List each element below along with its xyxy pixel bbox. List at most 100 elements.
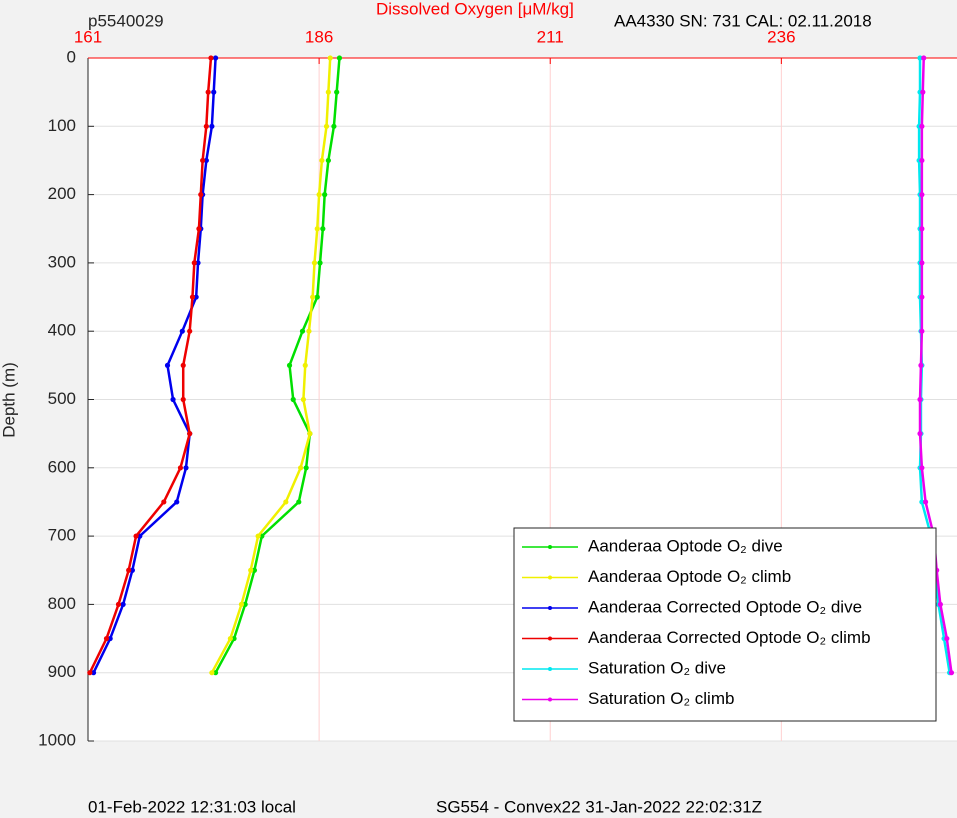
data-point bbox=[191, 260, 197, 266]
data-point bbox=[920, 89, 926, 95]
data-point bbox=[212, 55, 219, 61]
y-tick-label: 200 bbox=[48, 184, 76, 203]
x-tick-label: 186 bbox=[305, 27, 333, 46]
data-point bbox=[90, 670, 97, 676]
data-point bbox=[209, 123, 215, 129]
data-point bbox=[203, 123, 209, 129]
data-point bbox=[129, 567, 135, 573]
footer-left: 01-Feb-2022 12:31:03 local bbox=[88, 797, 296, 816]
data-point bbox=[107, 635, 113, 642]
data-point bbox=[115, 601, 122, 608]
data-point bbox=[334, 89, 340, 95]
data-point bbox=[205, 89, 211, 95]
x-tick-label: 211 bbox=[537, 27, 564, 46]
data-point bbox=[231, 635, 237, 642]
data-point bbox=[203, 157, 209, 164]
data-point bbox=[919, 328, 925, 334]
series bbox=[917, 55, 955, 676]
data-point bbox=[917, 55, 923, 61]
data-point bbox=[311, 260, 318, 266]
data-point bbox=[306, 328, 312, 334]
x-tick-label: 236 bbox=[767, 27, 795, 46]
data-point bbox=[193, 294, 199, 300]
data-point bbox=[87, 670, 93, 676]
data-point bbox=[161, 499, 167, 505]
y-tick-label: 1000 bbox=[38, 730, 76, 749]
data-point bbox=[948, 670, 955, 676]
data-point bbox=[196, 226, 202, 232]
data-point bbox=[286, 362, 293, 368]
data-point bbox=[307, 431, 313, 437]
data-point bbox=[325, 89, 331, 95]
data-point bbox=[919, 157, 925, 164]
data-point bbox=[919, 294, 925, 300]
data-point bbox=[187, 328, 193, 334]
legend-label: Aanderaa Corrected Optode O₂ dive bbox=[588, 597, 862, 616]
data-point bbox=[917, 396, 923, 403]
data-point bbox=[919, 226, 925, 232]
chart-title: Dissolved Oxygen [μM/kg] bbox=[376, 0, 574, 18]
data-point bbox=[180, 396, 186, 403]
data-point bbox=[919, 465, 925, 471]
y-tick-label: 600 bbox=[48, 457, 76, 476]
data-point bbox=[212, 670, 219, 676]
y-tick-label: 100 bbox=[48, 116, 76, 135]
y-tick-label: 800 bbox=[48, 594, 76, 613]
legend-label: Saturation O₂ dive bbox=[588, 658, 726, 677]
data-point bbox=[944, 635, 950, 642]
x-tick-label: 161 bbox=[74, 27, 102, 46]
data-point bbox=[296, 499, 302, 505]
legend-label: Aanderaa Optode O₂ dive bbox=[588, 536, 783, 555]
data-point bbox=[919, 123, 925, 129]
data-point bbox=[251, 567, 258, 573]
data-point bbox=[133, 533, 139, 539]
data-point bbox=[314, 226, 320, 232]
data-point bbox=[174, 499, 180, 505]
y-axis-label: Depth (m) bbox=[0, 362, 18, 438]
data-point bbox=[310, 294, 316, 300]
data-point bbox=[300, 396, 307, 403]
y-tick-label: 0 bbox=[67, 47, 76, 66]
data-point bbox=[180, 362, 186, 368]
data-point bbox=[320, 226, 326, 232]
data-point bbox=[919, 499, 925, 505]
data-point bbox=[919, 192, 925, 198]
data-point bbox=[103, 635, 110, 642]
data-point bbox=[917, 431, 923, 437]
legend-marker bbox=[548, 667, 552, 671]
data-point bbox=[238, 601, 245, 608]
data-point bbox=[299, 328, 306, 334]
series bbox=[87, 55, 214, 676]
data-point bbox=[298, 465, 304, 471]
instrument-info: AA4330 SN: 731 CAL: 02.11.2018 bbox=[614, 11, 872, 30]
data-point bbox=[323, 123, 330, 129]
data-point bbox=[921, 55, 927, 61]
data-point bbox=[937, 601, 943, 608]
y-tick-label: 700 bbox=[48, 526, 76, 545]
data-point bbox=[919, 260, 925, 266]
data-point bbox=[255, 533, 261, 539]
data-point bbox=[302, 362, 308, 368]
legend-label: Aanderaa Optode O₂ climb bbox=[588, 567, 791, 586]
data-point bbox=[120, 601, 126, 608]
data-point bbox=[195, 260, 201, 266]
data-point bbox=[303, 465, 309, 471]
y-tick-label: 300 bbox=[48, 252, 76, 271]
data-point bbox=[170, 396, 176, 403]
data-point bbox=[283, 499, 289, 505]
legend-label: Saturation O₂ climb bbox=[588, 689, 734, 708]
y-tick-label: 500 bbox=[48, 389, 76, 408]
legend-marker bbox=[548, 697, 552, 702]
data-point bbox=[327, 55, 333, 61]
series bbox=[90, 55, 219, 676]
data-point bbox=[314, 294, 320, 300]
data-point bbox=[922, 499, 929, 505]
data-point bbox=[200, 157, 206, 164]
data-point bbox=[317, 260, 323, 266]
data-point bbox=[918, 362, 924, 368]
data-point bbox=[209, 670, 215, 676]
footer-right: SG554 - Convex22 31-Jan-2022 22:02:31Z bbox=[436, 797, 762, 816]
data-point bbox=[208, 55, 214, 61]
data-point bbox=[325, 157, 331, 164]
